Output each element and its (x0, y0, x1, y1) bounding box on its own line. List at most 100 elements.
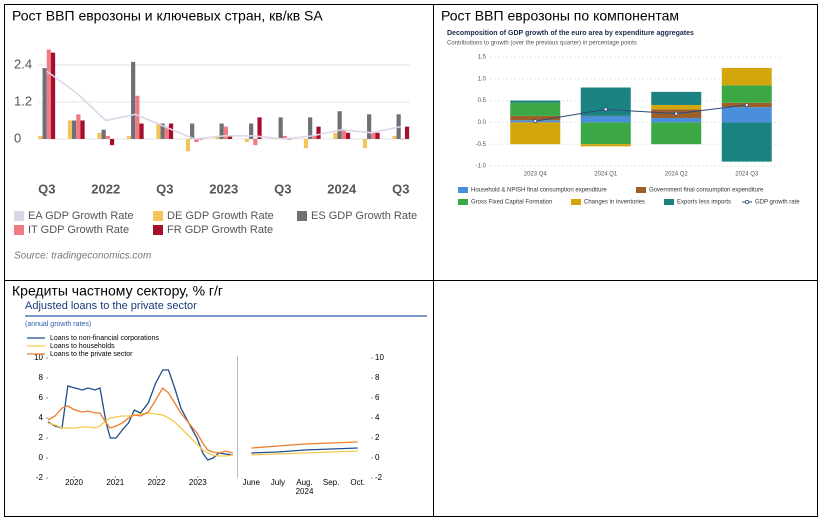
y-tick-label: 8 (39, 373, 44, 382)
x-tick-label: 2022 (148, 478, 166, 487)
bar (367, 114, 372, 139)
chart-title: Adjusted loans to the private sector (25, 300, 197, 312)
y-tick-label: 8 (375, 373, 380, 382)
bar (333, 132, 338, 139)
legend-label: Household & NPISH final consumption expe… (471, 188, 607, 194)
y-tick-label: -2 (36, 473, 44, 482)
series-line (251, 450, 358, 456)
line-marker (533, 119, 538, 124)
bar-segment (510, 115, 561, 121)
legend-swatch (458, 199, 468, 205)
legend-swatch (153, 211, 163, 221)
bar (126, 135, 132, 139)
bar (80, 120, 85, 139)
bar (308, 117, 313, 139)
bar (109, 138, 115, 146)
legend-label: GDP growth rate (755, 200, 800, 206)
bar (303, 138, 309, 149)
source-note: Source: tradingeconomics.com (14, 251, 151, 262)
cell-heading: Рост ВВП еврозоны по компонентам (441, 8, 679, 24)
bar (72, 120, 77, 139)
legend-label: Loans to households (50, 343, 115, 350)
bar (76, 114, 81, 139)
bar (219, 123, 224, 139)
bar (105, 135, 110, 139)
bar-segment (580, 122, 631, 145)
y-tick-label: -0.5 (476, 142, 487, 148)
bar (190, 123, 195, 139)
bar-segment (510, 100, 561, 103)
series-line (535, 104, 747, 122)
bar (362, 138, 368, 149)
x-tick-label: 2024 Q1 (594, 172, 618, 178)
bar (227, 135, 233, 139)
bar-segment (580, 87, 631, 116)
legend-label: IT GDP Growth Rate (28, 224, 129, 236)
legend-label: Exports less imports (677, 200, 731, 206)
legend-swatch (14, 211, 24, 221)
bar (160, 123, 165, 139)
y-tick-label: 6 (375, 393, 380, 402)
cell-heading: Рост ВВП еврозоны и ключевых стран, кв/к… (12, 8, 323, 24)
bar-segment (510, 122, 561, 145)
y-tick-label: 2.4 (14, 56, 32, 71)
chart-subtitle: (annual growth rates) (25, 321, 91, 328)
y-tick-label: 2 (375, 433, 380, 442)
bar (198, 138, 203, 140)
y-tick-label: 0 (375, 453, 380, 462)
bar (42, 68, 47, 139)
legend-marker (745, 199, 750, 204)
bar (341, 129, 346, 139)
bar-segment (651, 104, 702, 110)
bar (215, 135, 220, 139)
bar (156, 123, 161, 139)
legend-label: Government final consumption expenditure (649, 188, 764, 194)
bar (345, 132, 351, 139)
bar-segment (510, 102, 561, 116)
line-marker (603, 107, 608, 112)
legend-label: DE GDP Growth Rate (167, 210, 274, 222)
bar-segment (721, 107, 772, 123)
x-tick-label: June (243, 478, 261, 487)
y-tick-label: 0 (14, 130, 21, 145)
bar-segment (721, 85, 772, 103)
x-tick-label: Aug. (296, 478, 312, 487)
chart-subtitle: Contributions to growth (over the previo… (447, 41, 637, 47)
y-tick-label: 1.2 (14, 93, 32, 108)
bar (135, 95, 140, 139)
bar (312, 135, 317, 139)
bar (282, 135, 287, 139)
legend-swatch (571, 199, 581, 205)
legend-label: Loans to non-financial corporations (50, 335, 159, 342)
chart-title: Decomposition of GDP growth of the euro … (447, 30, 694, 37)
bar (371, 132, 376, 139)
x-axis-sublabel: 2024 (296, 487, 314, 496)
x-tick-label: 2024 Q2 (665, 172, 689, 178)
legend-swatch (664, 199, 674, 205)
x-tick-label: Q3 (156, 181, 173, 196)
x-tick-label: 2024 Q3 (735, 172, 759, 178)
bar-segment (580, 144, 631, 147)
legend-label: Changes in inventories (584, 200, 645, 206)
y-tick-label: 1.5 (478, 55, 487, 61)
bar-segment (651, 122, 702, 145)
bar (101, 129, 106, 139)
bar (253, 138, 258, 146)
legend-swatch (458, 187, 468, 193)
series-line (251, 447, 358, 454)
x-tick-label: 2024 (327, 181, 357, 196)
bar (404, 126, 410, 139)
cell-heading: Кредиты частному сектору, % г/г (12, 283, 223, 299)
bar (249, 123, 254, 139)
y-tick-label: -1.0 (476, 164, 487, 170)
bar (185, 138, 191, 152)
x-tick-label: 2022 (91, 181, 120, 196)
bar (50, 52, 56, 139)
bar (164, 126, 169, 139)
y-tick-label: 4 (375, 413, 380, 422)
x-tick-label: 2023 Q4 (524, 172, 548, 178)
bar (286, 138, 292, 140)
legend-swatch (636, 187, 646, 193)
bar (139, 123, 144, 139)
table-grid (4, 4, 818, 517)
